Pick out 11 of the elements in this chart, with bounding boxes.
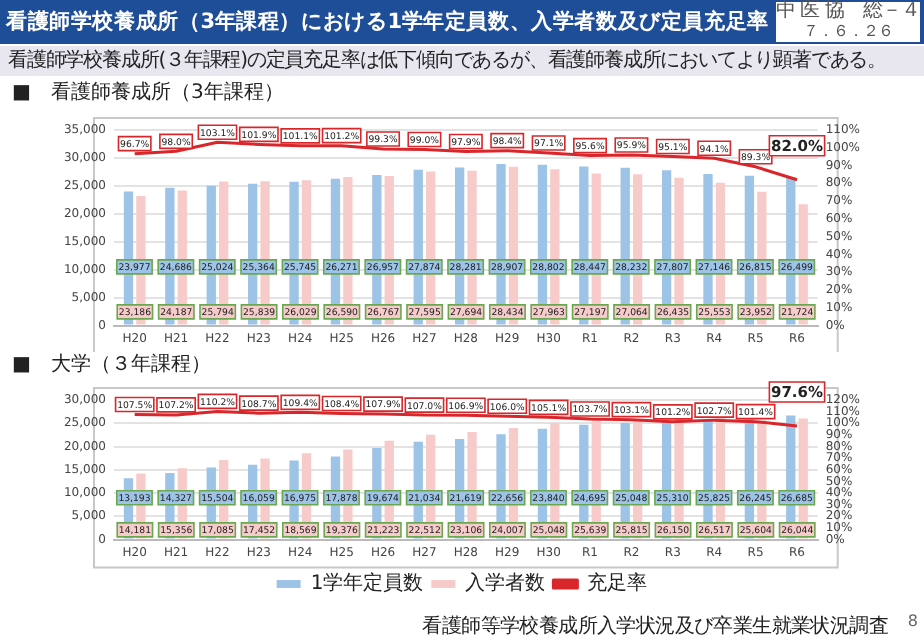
legend-label: 1学年定員数 [310, 571, 424, 596]
legend-label: 入学者数 [465, 571, 546, 596]
text: 中 医 協 総－４ [776, 0, 920, 22]
legend-label: 充足率 [587, 571, 648, 596]
text: 看護師等学校養成所入学状況及び卒業生就業状況調査 [422, 613, 888, 640]
text: ７．６．２６ [801, 22, 895, 40]
text: 看護師学校養成所（3年課程）における1学年定員数、入学者数及び定員充足率 [6, 8, 769, 36]
text: 8 [907, 612, 918, 630]
chart-title: ■ 大学（３年課程） [12, 351, 211, 378]
chart-title: ■ 看護師養成所（3年課程） [12, 79, 284, 106]
text: 看護師学校養成所(３年課程)の定員充足率は低下傾向であるが、看護師養成所においてより顕著である。 [0, 46, 924, 76]
